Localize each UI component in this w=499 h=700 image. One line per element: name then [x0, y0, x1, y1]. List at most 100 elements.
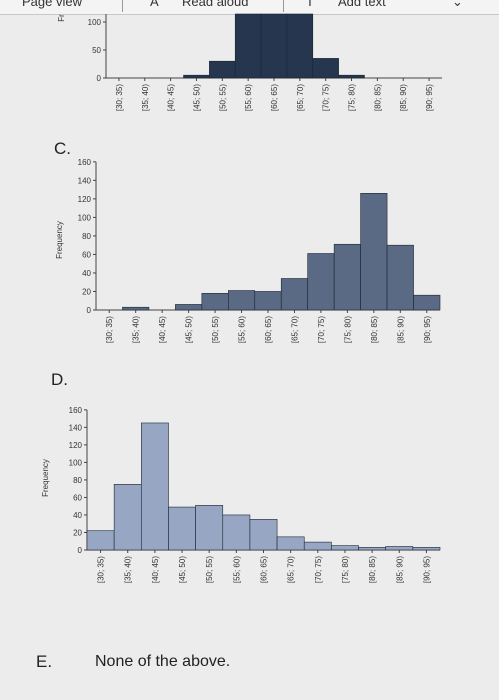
x-tick-label: [70; 75): [322, 84, 331, 111]
toolbar-page-view[interactable]: Page view: [22, 0, 82, 9]
histogram-bar: [386, 244, 414, 311]
histogram-bar: [249, 519, 278, 551]
y-tick-label: 0: [78, 546, 83, 555]
histogram-bar: [286, 13, 314, 79]
option-d-label: D.: [51, 370, 68, 389]
x-tick-label: [65; 70): [287, 556, 296, 583]
x-tick-label: [80; 85): [370, 316, 379, 343]
histogram-bar: [228, 290, 256, 311]
y-tick-label: 100: [88, 18, 102, 27]
y-tick-label: 140: [78, 176, 92, 185]
y-tick-label: 80: [82, 232, 91, 241]
x-tick-label: [45; 50): [192, 84, 201, 111]
toolbar-chevron-down-icon[interactable]: ⌄: [452, 0, 463, 9]
x-tick-label: [30; 35): [105, 316, 114, 343]
x-tick-label: [90; 95): [422, 556, 431, 583]
histogram-bar: [168, 506, 196, 551]
toolbar-text-icon[interactable]: T: [306, 0, 314, 9]
toolbar-add-text[interactable]: Add text: [338, 0, 386, 9]
toolbar-read-aloud[interactable]: Read aloud: [182, 0, 249, 9]
toolbar-separator: [283, 0, 284, 12]
histogram-bar: [338, 74, 365, 79]
x-tick-label: [45; 50): [185, 316, 194, 343]
histogram-bar: [254, 291, 282, 311]
y-tick-label: 120: [69, 441, 83, 450]
histogram-bar: [201, 293, 229, 311]
x-tick-label: [40; 45): [167, 84, 176, 111]
x-tick-label: [70; 75): [317, 316, 326, 343]
histogram-bar: [333, 243, 361, 311]
histogram-bar: [280, 278, 308, 311]
y-axis-label: Frequency: [41, 459, 50, 497]
x-tick-label: [55; 60): [238, 316, 247, 343]
histogram-bar: [413, 294, 441, 311]
x-tick-label: [85; 90): [396, 316, 405, 343]
y-tick-label: 60: [73, 493, 82, 502]
histogram-bar: [175, 304, 203, 311]
x-tick-label: [65; 70): [290, 316, 299, 343]
histogram-bar: [412, 547, 441, 551]
x-tick-label: [50; 55): [218, 84, 227, 111]
x-tick-label: [45; 50): [178, 556, 187, 583]
y-tick-label: 160: [69, 406, 83, 415]
histogram-bar: [122, 306, 150, 311]
x-tick-label: [85; 90): [399, 84, 408, 111]
x-tick-label: [75; 80): [341, 556, 350, 583]
histogram-bar: [113, 483, 142, 551]
x-tick-label: [35; 40): [132, 316, 141, 343]
x-tick-label: [65; 70): [296, 84, 305, 111]
x-tick-label: [55; 60): [244, 84, 253, 111]
y-axis-label: Frequency: [55, 221, 64, 259]
y-tick-label: 40: [82, 269, 91, 278]
x-tick-label: [30; 35): [115, 84, 124, 111]
x-tick-label: [40; 45): [151, 556, 160, 583]
x-tick-label: [35; 40): [124, 556, 133, 583]
x-tick-label: [90; 95): [423, 316, 432, 343]
histogram-bar: [303, 541, 332, 551]
y-tick-label: 20: [73, 528, 82, 537]
y-tick-label: 0: [87, 306, 92, 315]
histogram-bar: [86, 530, 115, 551]
x-tick-label: [50; 55): [211, 316, 220, 343]
histogram-bar: [222, 514, 251, 551]
option-c-label: C.: [54, 139, 71, 158]
histogram-bar: [183, 74, 210, 79]
y-tick-label: 100: [78, 213, 92, 222]
y-tick-label: 160: [78, 158, 92, 167]
x-tick-label: [50; 55): [205, 556, 214, 583]
y-axis-label: Fr: [57, 14, 66, 22]
option-e-label: E.: [36, 652, 53, 671]
y-tick-label: 50: [92, 46, 101, 55]
y-tick-label: 20: [82, 287, 91, 296]
x-tick-label: [80; 85): [373, 84, 382, 111]
toolbar-separator: [122, 0, 123, 12]
y-tick-label: 60: [82, 250, 91, 259]
x-tick-label: [55; 60): [232, 556, 241, 583]
x-tick-label: [30; 35): [97, 556, 106, 583]
histogram-bar: [358, 547, 386, 551]
x-tick-label: [60; 65): [270, 84, 279, 111]
x-tick-label: [75; 80): [343, 316, 352, 343]
histogram-bar: [209, 60, 236, 79]
x-tick-label: [60; 65): [264, 316, 273, 343]
x-tick-label: [40; 45): [158, 316, 167, 343]
y-tick-label: 100: [69, 458, 83, 467]
y-tick-label: 40: [73, 511, 82, 520]
toolbar-font-icon[interactable]: A: [150, 0, 159, 9]
reader-toolbar: Page view A Read aloud T Add text ⌄: [0, 0, 499, 15]
x-tick-label: [85; 90): [395, 556, 404, 583]
y-tick-label: 120: [78, 195, 92, 204]
y-tick-label: 140: [69, 423, 83, 432]
option-e-text: None of the above.: [95, 653, 231, 670]
histogram-bar: [331, 545, 359, 551]
x-tick-label: [70; 75): [314, 556, 323, 583]
histogram-bar: [234, 13, 262, 79]
x-tick-label: [35; 40): [141, 84, 150, 111]
histogram-bar: [385, 546, 414, 551]
histogram-bar: [312, 58, 339, 79]
histogram-bar: [360, 193, 388, 311]
histogram-bar: [195, 505, 224, 551]
histogram-bar: [260, 13, 288, 79]
histogram-bar: [141, 422, 169, 551]
